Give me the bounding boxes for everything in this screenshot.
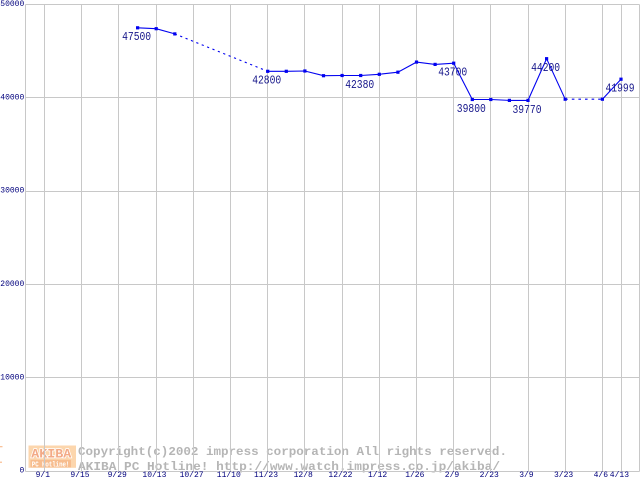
svg-text:AKIBA PC Hotline! http://www.: AKIBA PC Hotline! http://www.watch.impre…	[78, 460, 500, 474]
svg-text:9/29: 9/29	[108, 471, 127, 480]
svg-text:12/22: 12/22	[328, 471, 352, 480]
svg-text:1/12: 1/12	[368, 471, 387, 480]
svg-text:2/9: 2/9	[445, 471, 460, 480]
svg-text:9/1: 9/1	[36, 471, 51, 480]
svg-text:50000: 50000	[0, 0, 24, 9]
svg-text:11/10: 11/10	[217, 471, 241, 480]
svg-text:10/27: 10/27	[180, 471, 204, 480]
svg-text:12/8: 12/8	[294, 471, 313, 480]
svg-text:9/15: 9/15	[70, 471, 89, 480]
svg-text:30000: 30000	[0, 187, 24, 196]
svg-text:2/23: 2/23	[480, 471, 499, 480]
svg-text:44200: 44200	[531, 61, 560, 75]
svg-text:40000: 40000	[0, 93, 24, 102]
svg-text:AKIBA: AKIBA	[31, 446, 71, 461]
svg-text:PC Hotline!: PC Hotline!	[32, 462, 70, 470]
svg-text:Copyright(c)2002 impress corpo: Copyright(c)2002 impress corporation All…	[78, 445, 507, 459]
svg-text:3/23: 3/23	[554, 471, 573, 480]
svg-text:10/13: 10/13	[142, 471, 166, 480]
svg-text:39770: 39770	[513, 103, 542, 117]
svg-text:41999: 41999	[606, 82, 635, 96]
svg-text:47500: 47500	[122, 30, 151, 44]
svg-text:43700: 43700	[438, 66, 467, 80]
svg-text:42380: 42380	[345, 78, 374, 92]
svg-text:4/13: 4/13	[610, 471, 629, 480]
svg-text:20000: 20000	[0, 280, 24, 289]
svg-text:42800: 42800	[252, 74, 281, 88]
svg-text:0: 0	[19, 467, 24, 476]
svg-text:4/6: 4/6	[594, 471, 609, 480]
svg-text:39800: 39800	[457, 102, 486, 116]
svg-text:10000: 10000	[0, 373, 24, 382]
svg-text:1/26: 1/26	[405, 471, 424, 480]
svg-text:3/9: 3/9	[519, 471, 534, 480]
svg-text:11/23: 11/23	[254, 471, 278, 480]
